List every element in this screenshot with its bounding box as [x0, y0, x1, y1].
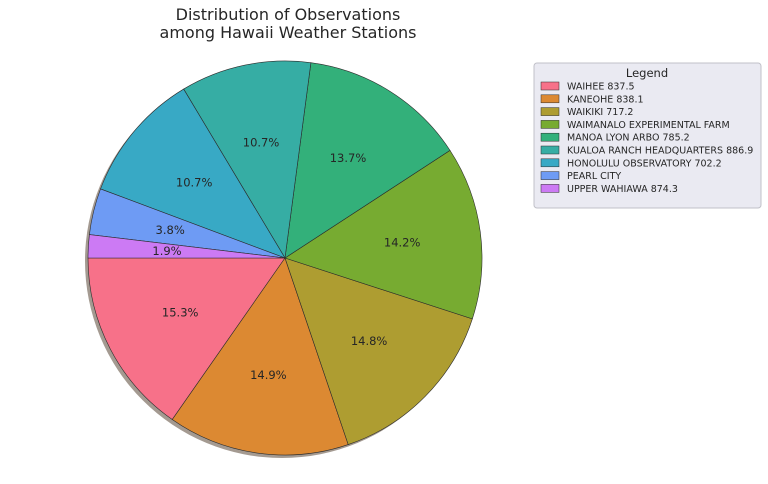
chart-title-line-1: Distribution of Observations [176, 5, 401, 24]
legend-swatch [540, 120, 560, 129]
pie-slice-1 [87, 257, 286, 420]
legend-label: HONOLULU OBSERVATORY 702.2 [567, 158, 722, 169]
pie-slice-percent-label: 10.7% [243, 135, 280, 149]
legend-swatch [540, 184, 560, 193]
pie-slice-percent-label: 10.7% [176, 175, 213, 189]
legend-swatch [540, 94, 560, 104]
legend-label: KANEOHE 838.1 [567, 94, 644, 105]
chart-title-line-2: among Hawaii Weather Stations [160, 23, 417, 42]
pie-slice-2 [171, 257, 349, 456]
legend-label: WAIKIKI 717.2 [567, 107, 633, 118]
pie-slice-3 [284, 257, 473, 445]
pie-slice-percent-label: 1.9% [152, 244, 181, 258]
legend-swatch [540, 158, 560, 168]
pie-slice-7 [100, 88, 286, 259]
pie-slice-percent-label: 15.3% [162, 306, 199, 320]
legend-label: WAIHEE 837.5 [567, 82, 635, 93]
legend-box [533, 62, 762, 209]
legend-swatch [540, 81, 560, 91]
legend-label: MANOA LYON ARBO 785.2 [567, 133, 690, 144]
legend-swatch [540, 107, 560, 116]
legend-swatch [540, 132, 560, 142]
pie-slice-9 [87, 234, 286, 259]
legend-swatch [540, 145, 560, 155]
legend-title: Legend [626, 66, 668, 80]
pie-slice-4 [284, 149, 483, 320]
pie-slice-percent-label: 14.2% [384, 235, 421, 249]
legend-label: WAIMANALO EXPERIMENTAL FARM [567, 120, 730, 131]
pie-slice-percent-label: 14.9% [250, 368, 287, 382]
legend-label: PEARL CITY [567, 171, 621, 182]
legend-label: UPPER WAHIAWA 874.3 [567, 184, 678, 195]
pie-slices [87, 60, 483, 456]
pie-slice-percent-label: 13.7% [330, 151, 367, 165]
pie-slice-percent-label: 3.8% [156, 223, 185, 237]
pie-percent-labels: 15.3% 14.9% 14.8% 14.2% 13.7% 10.7% 10.7% 3.8% 1… [152, 135, 420, 382]
pie-slice-5 [284, 62, 451, 259]
legend-label: KUALOA RANCH HEADQUARTERS 886.9 [567, 146, 753, 157]
legend-swatch [540, 171, 560, 180]
pie-slice-percent-label: 14.8% [351, 334, 388, 348]
pie-slice-6 [183, 60, 312, 259]
